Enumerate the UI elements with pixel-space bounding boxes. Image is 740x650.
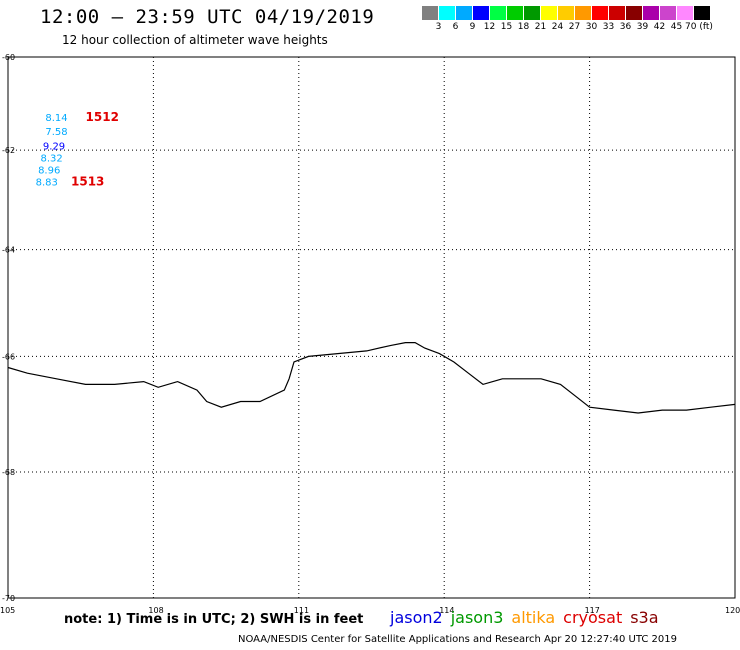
legend-tick-label: 12 — [483, 22, 496, 32]
color-legend: 3 6 9 12 15 18 21 24 27 30 33 36 39 42 45 70 (ft) — [422, 6, 713, 32]
legend-tick-label: 30 — [585, 22, 598, 32]
lon-label: 111 — [294, 606, 309, 615]
credit-line: NOAA/NESDIS Center for Satellite Applica… — [238, 634, 677, 645]
legend-tick-label: 27 — [568, 22, 581, 32]
lat-label: -62 — [2, 146, 15, 155]
lon-label: 114 — [439, 606, 454, 615]
legend-swatch — [473, 6, 490, 20]
legend-swatches — [422, 6, 713, 20]
wave-height-value: 8.83 — [36, 178, 58, 189]
legend-tick-label: 39 — [636, 22, 649, 32]
legend-tick-label: 9 — [469, 22, 476, 32]
legend-tick-label: 33 — [602, 22, 615, 32]
map-frame — [7, 56, 736, 599]
legend-tick-label: 70 (ft) — [685, 22, 713, 32]
satellite-name: cryosat — [563, 608, 623, 627]
legend-tick-label: 45 — [670, 22, 683, 32]
lat-label: -60 — [2, 53, 15, 62]
satellite-name: jason2 — [390, 608, 443, 627]
legend-tick-label: 18 — [517, 22, 530, 32]
legend-tick-label: 36 — [619, 22, 632, 32]
legend-swatch — [524, 6, 541, 20]
wave-height-value: 8.32 — [40, 153, 62, 164]
wave-height-value: 8.96 — [38, 165, 60, 176]
satellite-legend: jason2 jason3 altika cryosat s3a — [390, 608, 667, 627]
satellite-name: altika — [511, 608, 556, 627]
wave-height-value: 8.14 — [45, 113, 67, 124]
map-title: 12:00 – 23:59 UTC 04/19/2019 — [40, 6, 375, 28]
lon-label: 105 — [0, 606, 15, 615]
legend-swatch — [507, 6, 524, 20]
legend-tick-label: 42 — [653, 22, 666, 32]
lat-label: -66 — [2, 352, 15, 361]
legend-ticks: 3 6 9 12 15 18 21 24 27 30 33 36 39 42 45 70 (ft) — [422, 22, 713, 32]
legend-swatch — [456, 6, 473, 20]
legend-swatch — [575, 6, 592, 20]
legend-swatch — [660, 6, 677, 20]
legend-swatch — [422, 6, 439, 20]
antarctic-coastline — [7, 342, 736, 414]
legend-tick-label: 15 — [500, 22, 513, 32]
map-subtitle: 12 hour collection of altimeter wave hei… — [62, 33, 328, 47]
pass-track-label: 1513 — [71, 175, 104, 189]
wave-height-value: 7.58 — [45, 127, 67, 138]
legend-swatch — [643, 6, 660, 20]
wave-height-value: 9.29 — [43, 141, 65, 152]
lon-label: 120 — [725, 606, 740, 615]
legend-tick-label: 6 — [452, 22, 459, 32]
lon-label: 108 — [148, 606, 163, 615]
legend-swatch — [626, 6, 643, 20]
legend-tick-label: 21 — [534, 22, 547, 32]
footer-note: note: 1) Time is in UTC; 2) SWH is in fe… — [64, 612, 364, 627]
legend-swatch — [677, 6, 694, 20]
legend-tick-label: 24 — [551, 22, 564, 32]
legend-swatch — [592, 6, 609, 20]
satellite-name: s3a — [630, 608, 659, 627]
legend-swatch — [439, 6, 456, 20]
legend-tick-label: 3 — [435, 22, 442, 32]
legend-swatch — [694, 6, 711, 20]
legend-swatch — [558, 6, 575, 20]
pass-track-label: 1512 — [86, 110, 119, 124]
lon-label: 117 — [585, 606, 600, 615]
legend-swatch — [609, 6, 626, 20]
lat-label: -70 — [2, 594, 15, 603]
lat-label: -68 — [2, 468, 15, 477]
satellite-name: jason3 — [450, 608, 504, 627]
lat-label: -64 — [2, 246, 15, 255]
legend-swatch — [490, 6, 507, 20]
legend-swatch — [541, 6, 558, 20]
